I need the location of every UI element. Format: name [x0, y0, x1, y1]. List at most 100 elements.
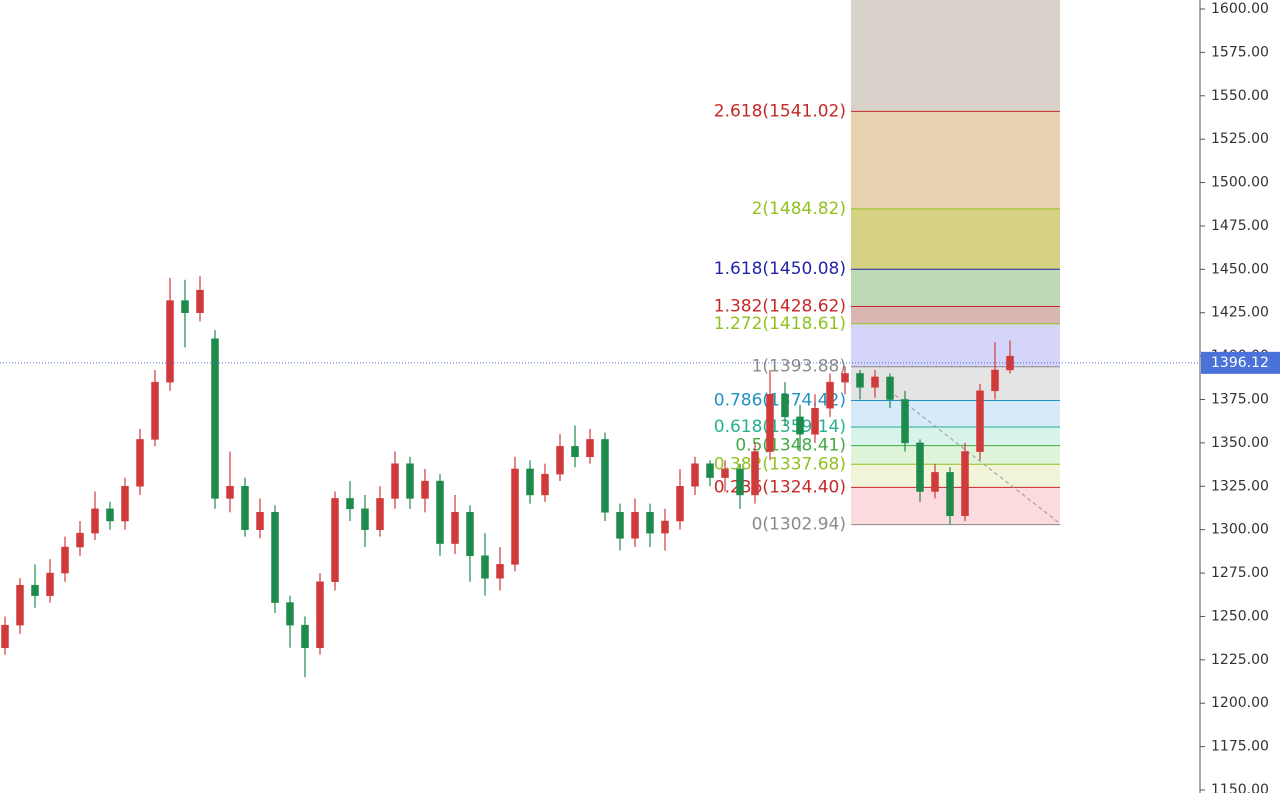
fib-band	[851, 445, 1060, 465]
fib-label: 1.618(1450.08)	[714, 259, 846, 279]
candle-body	[1006, 355, 1014, 371]
candle-body	[901, 399, 909, 444]
y-tick-label: 1300.00	[1211, 522, 1269, 538]
fib-band	[851, 400, 1060, 428]
candle-body	[931, 472, 939, 492]
candle-body	[241, 486, 249, 530]
y-tick-label: 1250.00	[1211, 608, 1269, 624]
candle-body	[781, 394, 789, 418]
candle-body	[661, 520, 669, 534]
candle-body	[751, 451, 759, 496]
candle-body	[211, 338, 219, 499]
candle-body	[196, 289, 204, 313]
y-tick-label: 1375.00	[1211, 392, 1269, 408]
fib-band	[851, 323, 1060, 367]
y-tick-label: 1500.00	[1211, 175, 1269, 191]
candle-body	[856, 373, 864, 388]
fib-label: 0.5(1348.41)	[735, 436, 846, 456]
fib-band	[851, 464, 1060, 488]
candle-body	[511, 468, 519, 565]
candle-body	[676, 486, 684, 522]
candle-body	[421, 480, 429, 499]
candle-body	[121, 486, 129, 522]
y-tick-label: 1575.00	[1211, 44, 1269, 60]
candle-body	[16, 584, 24, 626]
candle-body	[31, 584, 39, 596]
candle-body	[106, 508, 114, 522]
y-tick-label: 1175.00	[1211, 739, 1269, 755]
candle-body	[166, 300, 174, 383]
candle-body	[826, 381, 834, 409]
y-tick-label: 1600.00	[1211, 1, 1269, 17]
fib-band	[851, 306, 1060, 324]
candle-body	[976, 390, 984, 452]
y-tick-label: 1350.00	[1211, 435, 1269, 451]
candle-body	[946, 472, 954, 517]
candle-body	[556, 446, 564, 475]
candle-body	[76, 532, 84, 548]
candle-body	[916, 442, 924, 492]
candle-body	[271, 512, 279, 603]
candle-body	[646, 512, 654, 534]
fib-label: 2(1484.82)	[752, 199, 846, 219]
fib-band	[851, 366, 1060, 401]
fib-band	[851, 427, 1060, 446]
candle-body	[631, 512, 639, 539]
candle-body	[226, 486, 234, 499]
candle-body	[496, 564, 504, 579]
candle-body	[541, 473, 549, 496]
candle-body	[286, 602, 294, 626]
y-tick-label: 1200.00	[1211, 695, 1269, 711]
candle-body	[526, 468, 534, 496]
candle-body	[361, 508, 369, 530]
candle-body	[706, 463, 714, 478]
y-tick-label: 1475.00	[1211, 218, 1269, 234]
fib-label: 1.272(1418.61)	[714, 314, 846, 334]
y-tick-label: 1425.00	[1211, 305, 1269, 321]
candle-body	[721, 468, 729, 478]
fib-group: 0(1302.94)0.236(1324.40)0.382(1337.68)0.…	[714, 0, 1060, 535]
candle-body	[256, 512, 264, 530]
candle-group	[1, 276, 1014, 678]
candle-body	[301, 624, 309, 648]
candle-body	[406, 463, 414, 499]
candle-body	[616, 512, 624, 539]
fib-label: 0.786(1374.42)	[714, 391, 846, 411]
candle-body	[91, 508, 99, 534]
candle-body	[691, 463, 699, 487]
fib-band	[851, 269, 1060, 307]
candle-body	[391, 463, 399, 499]
y-tick-label: 1525.00	[1211, 131, 1269, 147]
fib-label: 1(1393.88)	[752, 357, 846, 377]
y-tick-label: 1550.00	[1211, 88, 1269, 104]
candle-body	[481, 555, 489, 579]
y-tick-label: 1150.00	[1211, 782, 1269, 793]
candle-body	[796, 416, 804, 435]
candle-body	[346, 498, 354, 510]
fib-label: 0.236(1324.40)	[714, 477, 846, 497]
candle-body	[586, 439, 594, 458]
candle-body	[46, 572, 54, 596]
candle-body	[736, 468, 744, 496]
y-tick-label: 1275.00	[1211, 565, 1269, 581]
price-tag	[1201, 351, 1280, 374]
candle-body	[451, 512, 459, 544]
fib-band	[851, 0, 1060, 112]
price-tag-label: 1396.12	[1211, 355, 1269, 371]
candle-body	[316, 581, 324, 648]
fib-label: 0.382(1337.68)	[714, 454, 846, 474]
candle-body	[991, 369, 999, 392]
fib-label: 0(1302.94)	[752, 515, 846, 535]
fib-band	[851, 111, 1060, 209]
candle-body	[466, 512, 474, 556]
candle-body	[181, 300, 189, 313]
candle-body	[436, 480, 444, 544]
y-tick-label: 1325.00	[1211, 478, 1269, 494]
y-tick-label: 1450.00	[1211, 261, 1269, 277]
fib-band	[851, 487, 1060, 525]
fib-band	[851, 208, 1060, 270]
candle-body	[601, 439, 609, 513]
y-axis: 1600.00 1575.00 1550.00 1525.00 1500.00 1475.…	[1199, 0, 1280, 793]
